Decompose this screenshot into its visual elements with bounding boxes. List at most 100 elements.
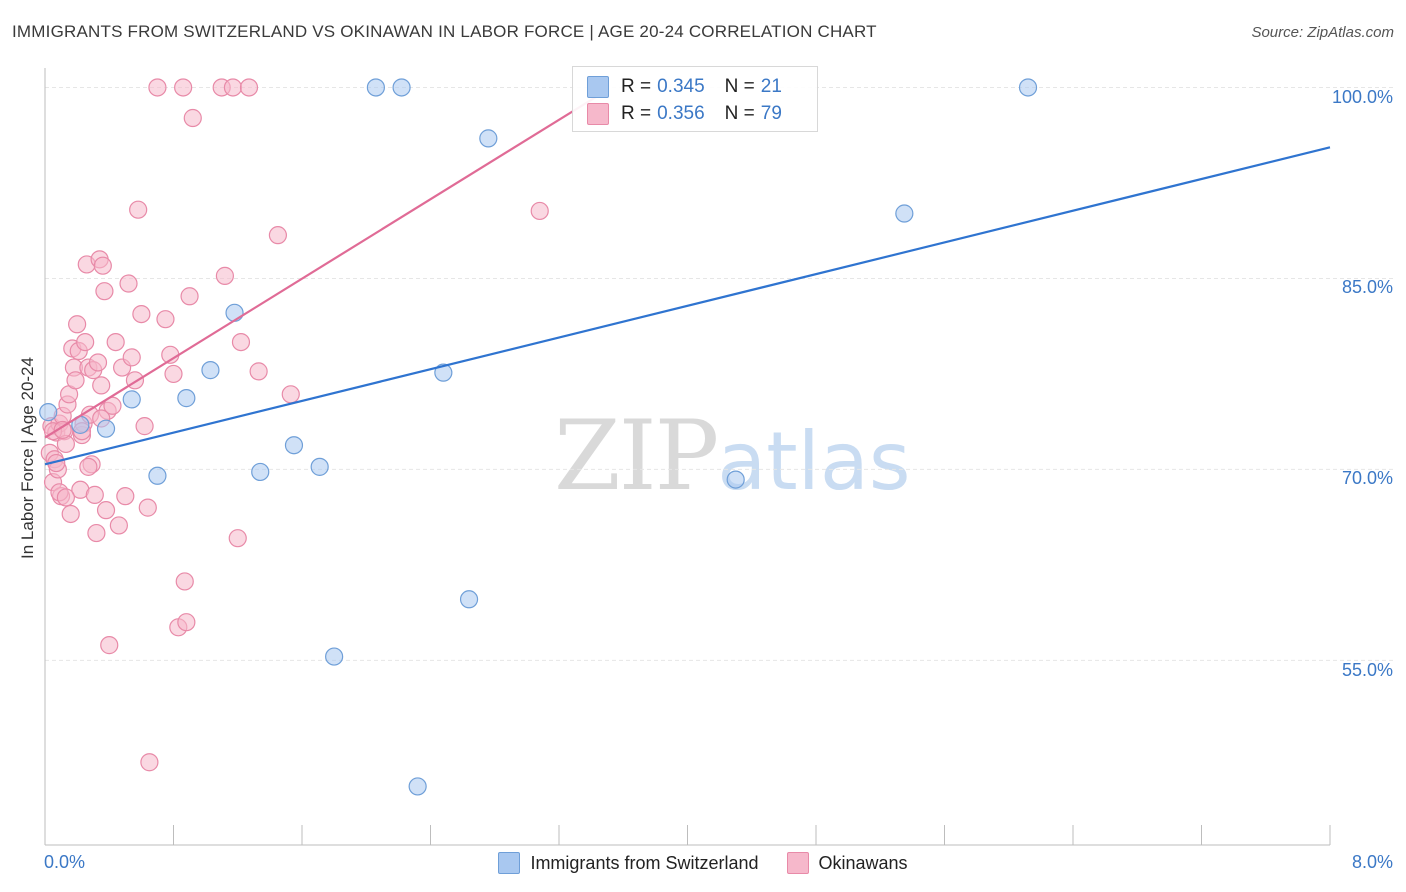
switzerland-point [726, 470, 745, 489]
okinawans-trend-line [44, 89, 608, 439]
legend-swatch-pink [587, 103, 609, 125]
okinawans-point [164, 364, 183, 384]
okinawans-point [53, 420, 72, 440]
legend-item-switzerland: Immigrants from Switzerland [498, 852, 759, 874]
okinawans-point [231, 332, 251, 352]
legend-swatch-blue [587, 76, 609, 98]
okinawans-point [174, 78, 193, 97]
switzerland-point [366, 78, 385, 97]
y-tick-label-55: 55.0% [1341, 660, 1393, 680]
okinawans-point [76, 332, 95, 352]
correlation-legend: R = 0.345 N = 21 R = 0.356 N = 79 [572, 66, 818, 132]
source-label: Source: ZipAtlas.com [1251, 24, 1394, 41]
okinawans-point [100, 636, 119, 655]
okinawans-points [40, 78, 549, 772]
okinawans-point [156, 310, 175, 329]
switzerland-point [1018, 78, 1038, 97]
legend-row-okinawans: R = 0.356 N = 79 [587, 102, 782, 126]
legend-label: Okinawans [818, 852, 908, 873]
switzerland-trend-line [44, 146, 1331, 466]
okinawans-point [228, 529, 247, 548]
series-legend: Immigrants from Switzerland Okinawans [0, 852, 1406, 874]
switzerland-point [325, 647, 344, 666]
okinawans-point [88, 353, 108, 372]
okinawans-point [281, 385, 300, 404]
y-tick-label-85: 85.0% [1341, 277, 1393, 297]
legend-n-value: 21 [760, 76, 782, 97]
okinawans-point [223, 78, 243, 97]
switzerland-point [39, 403, 58, 422]
okinawans-point [93, 256, 112, 275]
okinawans-point [129, 200, 148, 219]
okinawans-point [530, 201, 549, 221]
okinawans-point [215, 266, 234, 285]
okinawans-point [175, 572, 194, 591]
axes [44, 68, 1331, 846]
okinawans-point [140, 753, 159, 772]
okinawans-point [95, 282, 114, 301]
legend-label: Immigrants from Switzerland [530, 852, 759, 873]
legend-n-label: N = [724, 103, 755, 124]
switzerland-point [408, 777, 427, 796]
legend-r-value: 0.356 [657, 103, 705, 124]
switzerland-point [310, 457, 329, 476]
okinawans-point [135, 417, 154, 436]
watermark: ZIPatlas [554, 400, 911, 512]
chart-title: IMMIGRANTS FROM SWITZERLAND VS OKINAWAN … [12, 22, 877, 41]
okinawans-point [109, 516, 128, 535]
switzerland-point [251, 462, 270, 482]
x-tick-label-max: 8.0% [1351, 852, 1393, 872]
switzerland-point [122, 390, 141, 409]
switzerland-point [392, 78, 411, 97]
okinawans-point [79, 457, 98, 476]
okinawans-point [68, 315, 87, 334]
legend-swatch-pink [786, 852, 809, 874]
switzerland-point [895, 204, 914, 223]
switzerland-points [39, 78, 1038, 796]
switzerland-point [201, 361, 220, 380]
gridlines [45, 86, 1394, 661]
y-axis-label: In Labor Force | Age 20-24 [18, 357, 37, 559]
okinawans-point [119, 274, 138, 293]
okinawans-point [268, 226, 288, 245]
okinawans-point [96, 501, 116, 520]
okinawans-point [66, 371, 85, 390]
switzerland-point [459, 590, 479, 609]
trend-lines [44, 89, 1331, 466]
okinawans-point [122, 348, 141, 367]
okinawans-point [148, 78, 167, 97]
y-tick-label-70: 70.0% [1341, 468, 1393, 488]
legend-n-label: N = [724, 76, 755, 97]
okinawans-point [138, 498, 157, 517]
okinawans-point [87, 523, 106, 543]
legend-r-label: R = [621, 76, 652, 97]
okinawans-point [239, 78, 259, 97]
y-tick-label-100: 100.0% [1331, 87, 1393, 107]
legend-r-label: R = [621, 103, 652, 124]
legend-item-okinawans: Okinawans [786, 852, 908, 874]
legend-n-value: 79 [760, 103, 782, 124]
okinawans-point [116, 487, 135, 506]
okinawans-point [177, 613, 196, 632]
legend-swatch-blue [498, 852, 521, 874]
switzerland-point [479, 129, 498, 148]
x-tick-label-min: 0.0% [44, 852, 86, 872]
watermark-atlas: atlas [717, 415, 911, 508]
switzerland-point [177, 389, 196, 408]
watermark-zip: ZIP [554, 400, 719, 512]
okinawans-point [132, 304, 151, 324]
legend-r-value: 0.345 [657, 76, 705, 97]
okinawans-point [106, 332, 125, 352]
okinawans-point [249, 362, 268, 381]
switzerland-point [96, 419, 116, 438]
okinawans-point [85, 485, 104, 504]
okinawans-point [61, 504, 80, 524]
okinawans-point [56, 488, 75, 507]
switzerland-point [434, 363, 453, 382]
okinawans-point [92, 376, 111, 395]
okinawans-point [180, 287, 199, 306]
legend-row-switzerland: R = 0.345 N = 21 [587, 75, 782, 99]
switzerland-point [225, 303, 244, 322]
okinawans-point [103, 396, 122, 415]
